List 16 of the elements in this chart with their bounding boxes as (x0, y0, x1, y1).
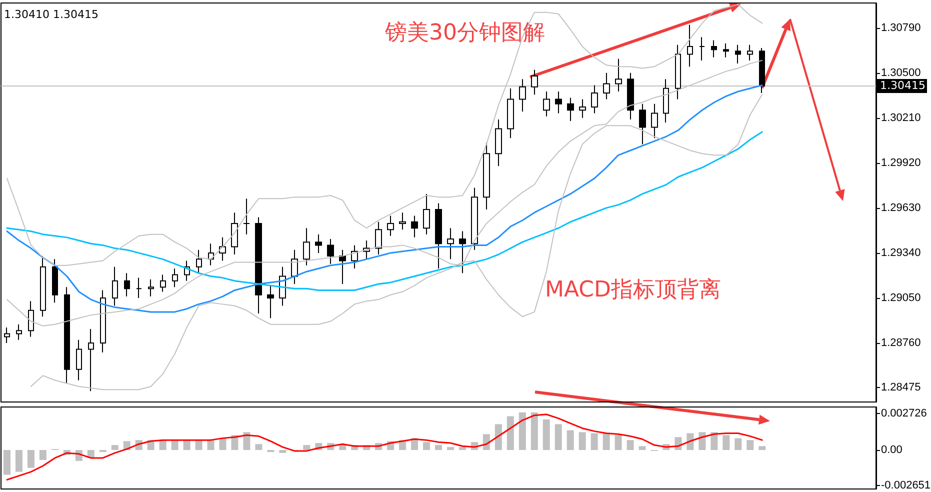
y-tick-label: 1.28760 (881, 337, 921, 350)
y-tick-label: 1.30790 (881, 22, 921, 34)
y-tick-label: -0.002651 (881, 480, 931, 492)
annotation: 1.30410 1.30415 (4, 8, 98, 21)
y-tick-label: 1.29630 (881, 202, 921, 214)
ref-line-label: 1.30415 (880, 79, 926, 92)
y-tick-label: 1.30210 (881, 112, 921, 124)
y-tick-label: 0.00 (881, 444, 902, 456)
y-tick-label: 1.29050 (881, 292, 921, 304)
y-tick-label: 1.28475 (881, 381, 921, 394)
annotation: 镑美30分钟图解 (384, 20, 545, 46)
y-tick-label: 0.002726 (881, 407, 927, 420)
y-tick-label: 1.29920 (881, 156, 921, 169)
y-tick-label: 1.30500 (881, 66, 921, 79)
y-tick-label: 1.29340 (881, 246, 921, 259)
annotation: MACD指标顶背离 (545, 278, 721, 302)
